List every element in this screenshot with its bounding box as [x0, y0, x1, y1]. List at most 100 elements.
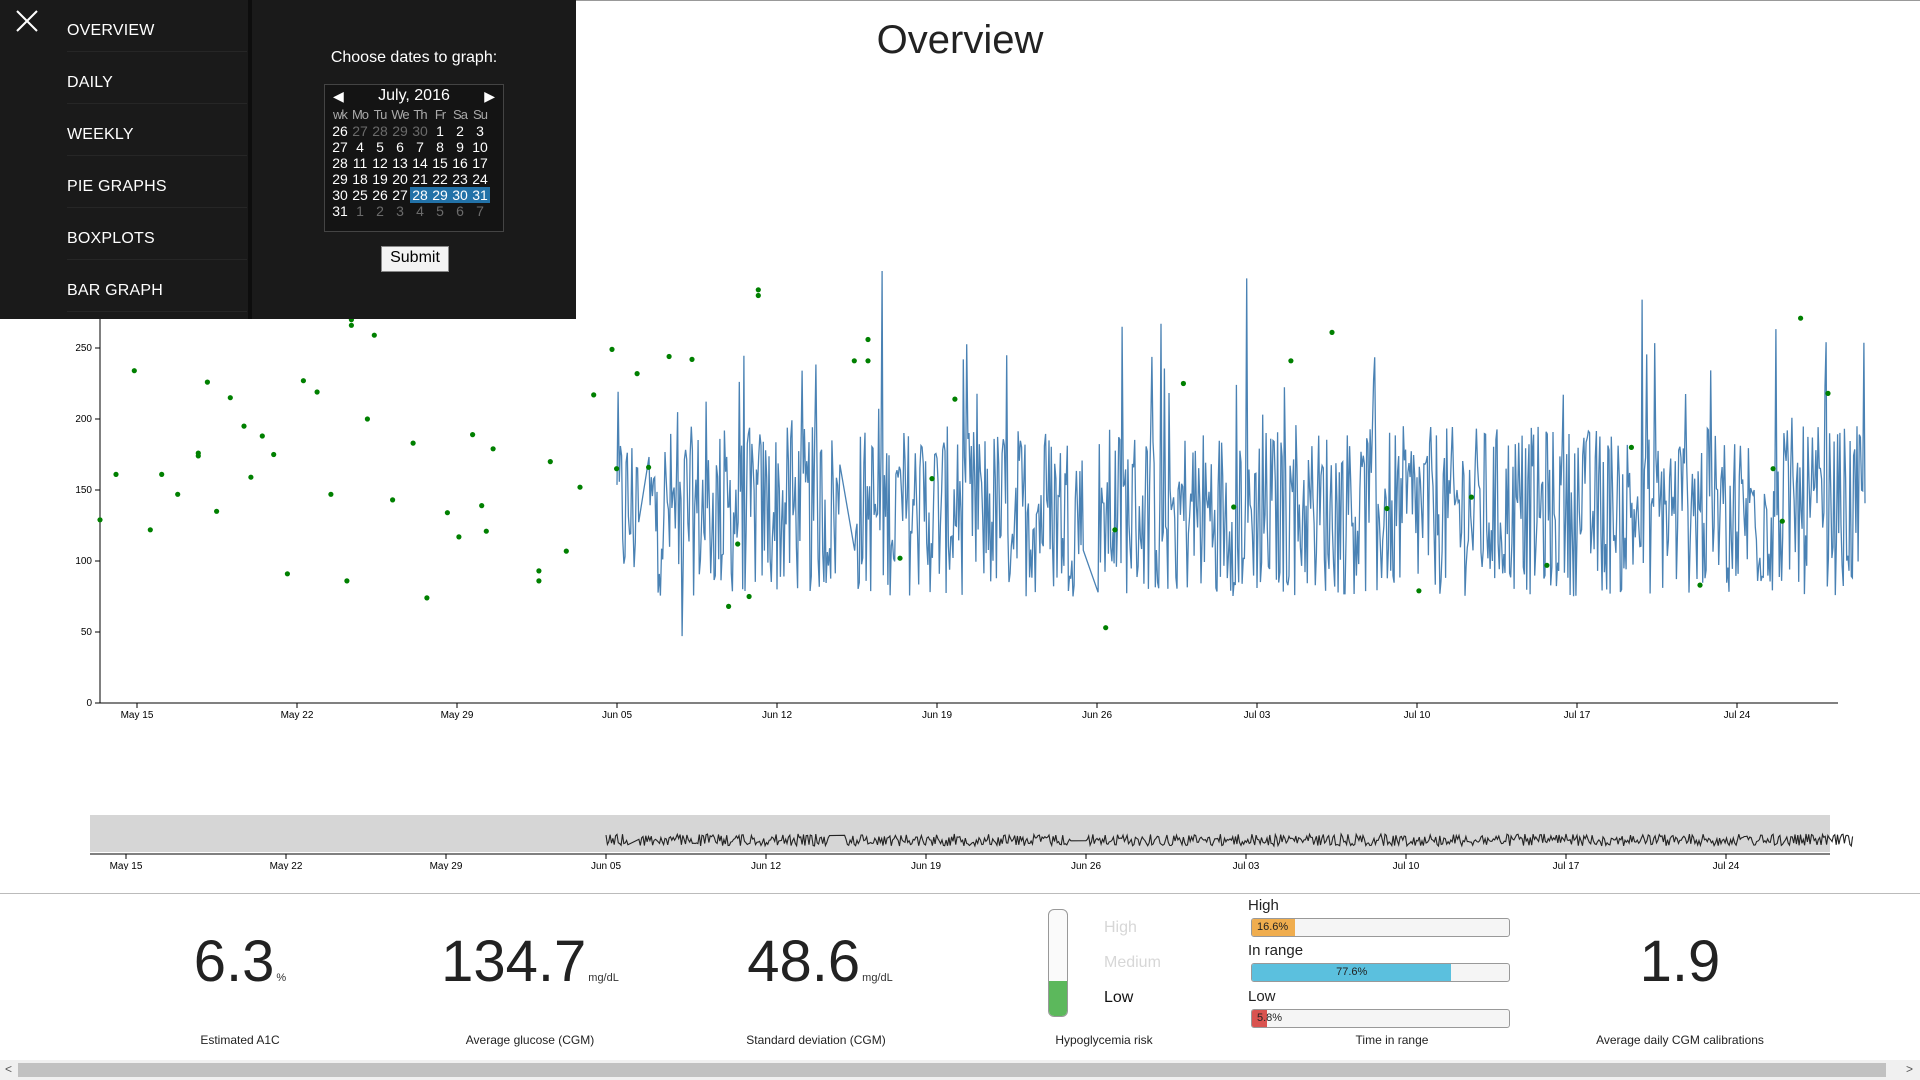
sidebar-item-weekly[interactable]: WEEKLY — [67, 104, 247, 156]
a1c-value: 6.3 — [193, 929, 275, 994]
meter-reading-point — [490, 446, 496, 452]
calendar-day[interactable]: 17 — [472, 155, 488, 171]
calendar-day-selected[interactable]: 28 — [410, 187, 430, 203]
meter-reading-point — [195, 450, 201, 456]
horizontal-scrollbar[interactable]: < > — [0, 1060, 1920, 1080]
meter-reading-point — [609, 346, 615, 352]
meter-reading-point — [1112, 527, 1118, 533]
calendar-day[interactable]: 5 — [376, 139, 384, 155]
prev-month-icon[interactable]: ◀ — [333, 87, 344, 104]
meter-reading-point — [483, 528, 489, 534]
calendar-day[interactable]: 23 — [452, 171, 468, 187]
submit-button[interactable]: Submit — [381, 246, 449, 272]
sidebar-item-boxplots[interactable]: BOXPLOTS — [67, 208, 247, 260]
meter-reading-point — [390, 497, 396, 503]
calendar-day[interactable]: 26 — [372, 187, 388, 203]
scroll-right-icon[interactable]: > — [1906, 1062, 1914, 1076]
meter-reading-point — [1468, 494, 1474, 500]
meter-reading-point — [1416, 588, 1422, 594]
calendar-day[interactable]: 1 — [436, 123, 444, 139]
calendar-day[interactable]: 1 — [356, 203, 364, 219]
calendar-day[interactable]: 16 — [452, 155, 468, 171]
calendar-day[interactable]: 20 — [392, 171, 408, 187]
calendar-day[interactable]: 24 — [472, 171, 488, 187]
scroll-left-icon[interactable]: < — [5, 1062, 13, 1076]
calendar-day[interactable]: 4 — [356, 139, 364, 155]
calendar-day[interactable]: 5 — [436, 203, 444, 219]
calendar-day-selected[interactable]: 29 — [430, 187, 450, 203]
calendar-day[interactable]: 3 — [476, 123, 484, 139]
calendar-day[interactable]: 12 — [372, 155, 388, 171]
calendar-day[interactable]: 22 — [432, 171, 448, 187]
calendar-day[interactable]: 13 — [392, 155, 408, 171]
tir-high-label: High — [1248, 897, 1279, 914]
calendar-day[interactable]: 4 — [416, 203, 424, 219]
meter-reading-point — [371, 332, 377, 338]
hypoglycemia-risk-fill — [1049, 981, 1067, 1016]
calendar-day[interactable]: 6 — [456, 203, 464, 219]
avg-glucose-unit: mg/dL — [588, 972, 619, 984]
calendar-day[interactable]: 8 — [436, 139, 444, 155]
calendar-day[interactable]: 21 — [412, 171, 428, 187]
calendar-day[interactable]: 27 — [352, 123, 368, 139]
meter-reading-point — [328, 491, 334, 497]
x-tick-label: May 29 — [441, 710, 474, 721]
calendar-day-selected[interactable]: 31 — [470, 187, 490, 203]
calendar-day[interactable]: 2 — [456, 123, 464, 139]
calendar-day-header: Mo — [351, 107, 369, 122]
sidebar-item-daily[interactable]: DAILY — [67, 52, 247, 104]
scrollbar-thumb[interactable] — [18, 1063, 1886, 1077]
calendar-grid: wk Mo Tu We Th Fr Sa Su 26 27 28 29 30 1… — [330, 107, 503, 219]
glucose-overview-chart[interactable]: 0 50 100 150 200 250 May 15 May 22 May 29 Jun 05 J… — [0, 0, 1920, 740]
meter-reading-point — [410, 440, 416, 446]
tir-low-label: Low — [1248, 988, 1276, 1005]
sidebar-item-overview[interactable]: OVERVIEW — [67, 0, 247, 52]
calendar-day[interactable]: 27 — [392, 187, 408, 203]
calendar-day[interactable]: 15 — [432, 155, 448, 171]
meter-reading-point — [470, 432, 476, 438]
calendar-day-header: We — [391, 107, 409, 122]
calendar-day[interactable]: 7 — [476, 203, 484, 219]
calendar-day[interactable]: 7 — [416, 139, 424, 155]
calendar-day[interactable]: 18 — [352, 171, 368, 187]
meter-reading-point — [284, 571, 290, 577]
meter-reading-point — [1288, 358, 1294, 364]
calendar-day[interactable]: 28 — [372, 123, 388, 139]
calendar-week-number: 28 — [332, 155, 348, 171]
calendar-day[interactable]: 11 — [352, 155, 368, 171]
range-selector-chart[interactable]: May 15 May 22 May 29 Jun 05 Jun 12 Jun 19 Jun … — [0, 800, 1920, 870]
calendar-day-selected[interactable]: 30 — [450, 187, 470, 203]
hypoglycemia-risk-caption: Hypoglycemia risk — [1055, 1033, 1153, 1047]
meter-reading-point — [1628, 444, 1634, 450]
sidebar-item-bar-graph[interactable]: BAR GRAPH — [67, 260, 247, 312]
y-tick-label: 150 — [75, 485, 92, 496]
calendar-week-number: 26 — [332, 123, 348, 139]
x-tick-label: Jul 03 — [1244, 710, 1271, 721]
calendar-day[interactable]: 10 — [472, 139, 488, 155]
meter-reading-point — [755, 292, 761, 299]
calendar-day[interactable]: 3 — [396, 203, 404, 219]
meter-reading-point — [755, 287, 761, 293]
sidebar-item-pie-graphs[interactable]: PIE GRAPHS — [67, 156, 247, 208]
avg-glucose-value: 134.7 — [441, 929, 587, 994]
meter-reading-point — [1103, 625, 1109, 631]
calendar-day[interactable]: 30 — [412, 123, 428, 139]
std-dev-value: 48.6 — [747, 929, 861, 994]
meter-reading-point — [929, 476, 935, 482]
calendar-day[interactable]: 14 — [412, 155, 428, 171]
meter-reading-point — [1180, 380, 1186, 387]
calendar-day[interactable]: 2 — [376, 203, 384, 219]
sidebar-nav: OVERVIEW DAILY WEEKLY PIE GRAPHS BOXPLOT… — [67, 0, 247, 312]
calendar-day[interactable]: 9 — [456, 139, 464, 155]
close-icon[interactable] — [14, 8, 40, 34]
next-month-icon[interactable]: ▶ — [484, 87, 495, 104]
calendar-day[interactable]: 6 — [396, 139, 404, 155]
meter-reading-point — [851, 358, 857, 364]
avg-glucose-caption: Average glucose (CGM) — [465, 1033, 595, 1047]
calendar-day[interactable]: 29 — [392, 123, 408, 139]
calendar-day[interactable]: 25 — [352, 187, 368, 203]
meter-reading-point — [364, 416, 370, 422]
stats-divider — [0, 893, 1920, 894]
meter-reading-point — [563, 548, 569, 554]
calendar-day[interactable]: 19 — [372, 171, 388, 187]
